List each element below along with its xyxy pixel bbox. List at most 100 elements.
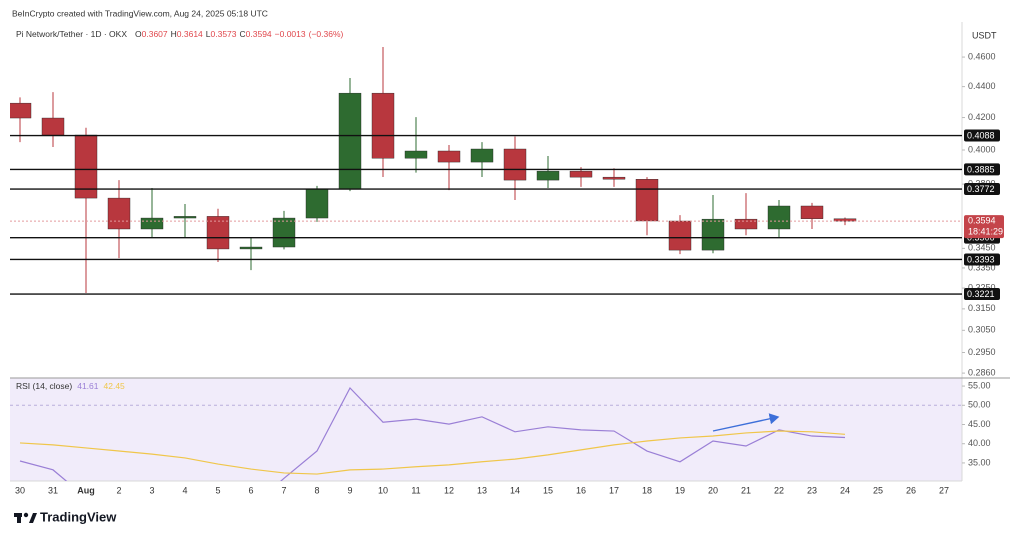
candle-body: [404, 150, 428, 159]
x-tick-label: 11: [411, 485, 420, 495]
rsi-y-tick-label: 55.00: [968, 380, 991, 390]
candle-body: [272, 217, 296, 248]
ohlc-value: 0.3573: [211, 29, 237, 39]
candle-body: [470, 148, 494, 163]
level-label: 0.3221: [967, 289, 995, 299]
ohlc-label: H: [171, 29, 177, 39]
brand-logo: [14, 512, 37, 523]
x-tick-label: 4: [182, 485, 187, 495]
current-price-box: [964, 215, 1004, 239]
x-tick-label: Aug: [77, 485, 95, 495]
ohlc-value: 0.3614: [177, 29, 203, 39]
candle-body: [668, 220, 692, 251]
level-label-box: [964, 183, 1000, 196]
ohlc-value: 0.3594: [246, 29, 272, 39]
level-label-box: [964, 288, 1000, 301]
rsi-line: [19, 430, 846, 475]
candle-body: [338, 92, 362, 190]
candle-body: [173, 216, 197, 219]
rsi-y-tick-label: 45.00: [968, 419, 991, 429]
candle-body: [239, 246, 263, 250]
rsi-pane: [10, 378, 962, 481]
rsi-y-tick-label: 50.00: [968, 400, 991, 410]
x-tick-label: 22: [774, 485, 784, 495]
source-caption: BeInCrypto created with TradingView.com,…: [12, 8, 268, 18]
x-tick-label: 21: [741, 485, 751, 495]
x-tick-label: 2: [116, 485, 121, 495]
currency: USDT: [972, 30, 997, 40]
header: Pi Network/Tether · 1D · OKX O0.3607 H0.36…: [16, 29, 344, 39]
x-tick-label: 17: [609, 485, 619, 495]
title: Pi Network/Tether · 1D · OKX: [16, 29, 127, 39]
y-tick-label: 0.4200: [968, 112, 996, 122]
candle-body: [635, 179, 659, 222]
x-tick-label: 30: [15, 485, 25, 495]
x-tick-label: 25: [873, 485, 883, 495]
x-tick-label: 10: [378, 485, 388, 495]
x-tick-label: 27: [939, 485, 949, 495]
change-pct: (−0.36%): [309, 29, 344, 39]
x-tick-label: 23: [807, 485, 817, 495]
level-label-box: [964, 253, 1000, 266]
candle-body: [503, 148, 527, 181]
x-tick-label: 15: [543, 485, 553, 495]
current-price: 0.3594: [968, 216, 996, 226]
x-tick-label: 18: [642, 485, 652, 495]
y-tick-label: 0.3050: [968, 325, 996, 335]
ohlc-label: L: [206, 29, 211, 39]
rsi-y-tick-label: 40.00: [968, 438, 991, 448]
rsi-title: RSI (14, close): [16, 381, 72, 391]
level-label-box: [964, 163, 1000, 176]
countdown: 18:41:29: [968, 227, 1003, 237]
candle-body: [305, 188, 329, 219]
candle-body: [10, 102, 32, 119]
candle-body: [833, 218, 857, 222]
candle-body: [371, 92, 395, 159]
change: −0.0013: [275, 29, 306, 39]
rsi-legend: RSI (14, close) 41.61 42.45: [16, 381, 125, 391]
x-tick-label: 14: [510, 485, 520, 495]
level-label-box: [964, 129, 1000, 142]
x-tick-label: 6: [248, 485, 253, 495]
candle-body: [800, 205, 824, 219]
x-tick-label: 3: [149, 485, 154, 495]
candle-body: [602, 176, 626, 180]
x-tick-label: 7: [281, 485, 286, 495]
x-tick-label: 26: [906, 485, 916, 495]
x-tick-label: 20: [708, 485, 718, 495]
x-tick-label: 13: [477, 485, 487, 495]
rsi-y-tick-label: 35.00: [968, 457, 991, 467]
candle-body: [140, 217, 164, 230]
brand: TradingView: [40, 509, 117, 524]
y-tick-label: 0.4000: [968, 144, 996, 154]
candle-body: [569, 170, 593, 178]
candle-body: [437, 150, 461, 163]
level-label: 0.3393: [967, 254, 995, 264]
y-tick-label: 0.2860: [968, 367, 996, 377]
level-label: 0.3772: [967, 184, 995, 194]
y-tick-label: 0.3350: [968, 262, 996, 272]
candle-body: [767, 205, 791, 230]
rsi-line: [19, 386, 846, 481]
x-tick-label: 16: [576, 485, 586, 495]
y-tick-label: 0.3150: [968, 303, 996, 313]
candle-body: [536, 170, 560, 181]
y-tick-label: 0.3450: [968, 243, 996, 253]
candle-body: [41, 117, 65, 136]
rsi-lines: [19, 386, 846, 481]
x-tick-label: 5: [215, 485, 220, 495]
ohlc-value: 0.3607: [142, 29, 168, 39]
y-tick-label: 0.4400: [968, 81, 996, 91]
y-tick-label: 0.4600: [968, 51, 996, 61]
x-tick-label: 9: [347, 485, 352, 495]
x-tick-label: 31: [48, 485, 58, 495]
level-label: 0.3885: [967, 164, 995, 174]
rsi-value: 41.61: [77, 381, 99, 391]
x-tick-label: 8: [314, 485, 319, 495]
candle-body: [734, 218, 758, 230]
x-tick-label: 12: [444, 485, 454, 495]
ohlc-label: O: [135, 29, 142, 39]
level-label: 0.4088: [967, 130, 995, 140]
candle-body: [107, 197, 131, 230]
